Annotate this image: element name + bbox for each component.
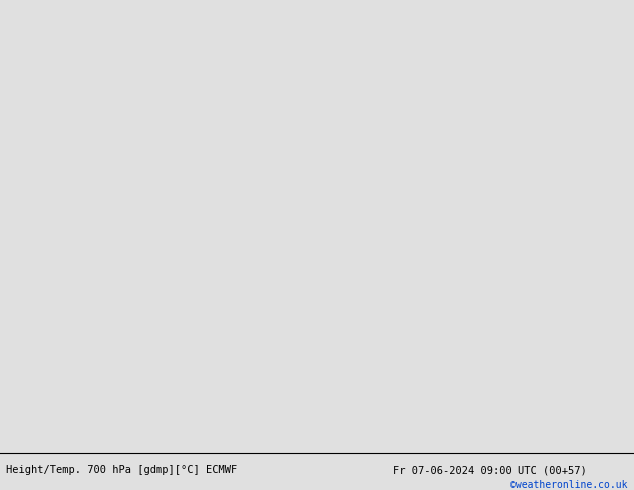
Text: ©weatheronline.co.uk: ©weatheronline.co.uk <box>510 480 628 490</box>
Text: Fr 07-06-2024 09:00 UTC (00+57): Fr 07-06-2024 09:00 UTC (00+57) <box>393 465 587 475</box>
Text: Height/Temp. 700 hPa [gdmp][°C] ECMWF: Height/Temp. 700 hPa [gdmp][°C] ECMWF <box>6 465 238 475</box>
